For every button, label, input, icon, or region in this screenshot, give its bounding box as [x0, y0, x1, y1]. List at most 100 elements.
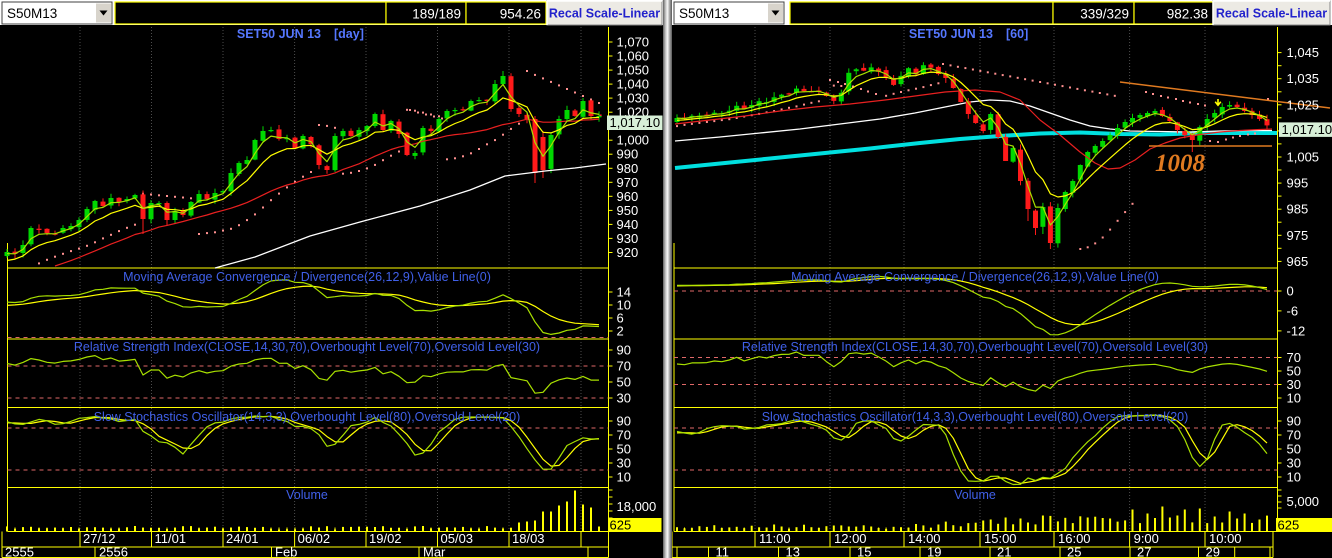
svg-text:30: 30 [617, 456, 631, 471]
svg-text:0: 0 [1287, 284, 1294, 299]
svg-text:S50M13: S50M13 [7, 6, 57, 21]
svg-text:S50M13: S50M13 [679, 6, 729, 21]
svg-text:11: 11 [716, 545, 730, 558]
svg-text:189/189: 189/189 [412, 7, 461, 22]
svg-text:Moving Average Convergence / D: Moving Average Convergence / Divergence(… [123, 270, 491, 284]
svg-text:5,000: 5,000 [1287, 494, 1320, 509]
svg-text:Relative Strength Index(CLOSE,: Relative Strength Index(CLOSE,14,30,70),… [742, 340, 1208, 354]
svg-text:70: 70 [1287, 428, 1301, 443]
svg-text:Slow Stochastics Oscillator(14: Slow Stochastics Oscillator(14,3,3),Over… [762, 410, 1189, 424]
svg-text:24/01: 24/01 [226, 531, 259, 546]
svg-text:990: 990 [617, 147, 639, 162]
svg-text:Feb: Feb [275, 545, 297, 558]
svg-text:SET50 JUN 13: SET50 JUN 13 [237, 27, 321, 41]
svg-text:16:00: 16:00 [1058, 531, 1091, 546]
svg-text:10: 10 [1287, 391, 1301, 406]
svg-text:06/02: 06/02 [298, 531, 331, 546]
svg-text:Recal Scale-Linear: Recal Scale-Linear [1216, 7, 1327, 21]
svg-text:1,035: 1,035 [1287, 71, 1320, 86]
svg-text:[day]: [day] [334, 27, 364, 41]
svg-text:2556: 2556 [99, 545, 128, 558]
svg-text:1,030: 1,030 [617, 91, 650, 106]
svg-text:1,000: 1,000 [617, 133, 650, 148]
svg-text:1,070: 1,070 [617, 35, 650, 50]
svg-text:1,017.10: 1,017.10 [1282, 122, 1332, 137]
svg-text:985: 985 [1287, 202, 1309, 217]
svg-text:1,025: 1,025 [1287, 97, 1320, 112]
svg-text:12:00: 12:00 [834, 531, 867, 546]
svg-text:625: 625 [610, 518, 632, 533]
svg-text:940: 940 [617, 217, 639, 232]
svg-text:27: 27 [1137, 545, 1151, 558]
svg-text:Recal Scale-Linear: Recal Scale-Linear [549, 7, 660, 21]
svg-text:50: 50 [617, 442, 631, 457]
svg-text:90: 90 [617, 414, 631, 429]
svg-text:13: 13 [786, 545, 800, 558]
svg-text:14:00: 14:00 [908, 531, 941, 546]
svg-text:70: 70 [617, 359, 631, 374]
svg-text:Moving Average Convergence / D: Moving Average Convergence / Divergence(… [791, 270, 1159, 284]
svg-text:11:00: 11:00 [759, 531, 791, 546]
svg-text:1,045: 1,045 [1287, 45, 1320, 60]
svg-text:10:00: 10:00 [1209, 531, 1242, 546]
svg-text:15:00: 15:00 [984, 531, 1017, 546]
svg-text:970: 970 [617, 175, 639, 190]
svg-text:50: 50 [1287, 442, 1301, 457]
svg-text:SET50 JUN 13: SET50 JUN 13 [909, 27, 993, 41]
svg-text:Volume: Volume [286, 488, 328, 502]
svg-text:10: 10 [617, 298, 631, 313]
svg-text:2: 2 [617, 324, 624, 339]
svg-text:90: 90 [1287, 414, 1301, 429]
svg-text:Mar: Mar [423, 545, 446, 558]
svg-text:30: 30 [1287, 377, 1301, 392]
svg-text:Relative Strength Index(CLOSE,: Relative Strength Index(CLOSE,14,30,70),… [74, 340, 540, 354]
svg-text:930: 930 [617, 231, 639, 246]
svg-text:1,017.10: 1,017.10 [610, 115, 661, 130]
svg-text:70: 70 [617, 428, 631, 443]
svg-text:625: 625 [1278, 518, 1300, 533]
svg-text:10: 10 [1287, 470, 1301, 485]
svg-text:339/329: 339/329 [1080, 7, 1129, 22]
svg-text:1,040: 1,040 [617, 77, 650, 92]
svg-text:15: 15 [857, 545, 871, 558]
svg-text:70: 70 [1287, 350, 1301, 365]
svg-text:1008: 1008 [1155, 150, 1206, 177]
svg-text:965: 965 [1287, 254, 1309, 269]
svg-text:19: 19 [927, 545, 941, 558]
svg-text:-6: -6 [1287, 303, 1299, 318]
svg-text:11/01: 11/01 [155, 531, 187, 546]
svg-text:14: 14 [617, 285, 631, 300]
svg-text:90: 90 [617, 343, 631, 358]
svg-text:[60]: [60] [1006, 27, 1028, 41]
svg-text:2555: 2555 [5, 545, 34, 558]
svg-text:21: 21 [997, 545, 1011, 558]
svg-text:920: 920 [617, 245, 639, 260]
svg-text:29: 29 [1206, 545, 1220, 558]
svg-text:980: 980 [617, 161, 639, 176]
svg-text:18/03: 18/03 [512, 531, 545, 546]
svg-text:05/03: 05/03 [441, 531, 474, 546]
svg-text:982.38: 982.38 [1167, 7, 1208, 22]
svg-text:960: 960 [617, 189, 639, 204]
svg-text:-12: -12 [1287, 323, 1306, 338]
svg-text:1,005: 1,005 [1287, 150, 1320, 165]
svg-text:6: 6 [617, 311, 624, 326]
svg-text:18,000: 18,000 [617, 499, 657, 514]
svg-text:1,060: 1,060 [617, 49, 650, 64]
svg-text:995: 995 [1287, 176, 1309, 191]
svg-text:19/02: 19/02 [369, 531, 402, 546]
svg-text:50: 50 [1287, 364, 1301, 379]
svg-text:954.26: 954.26 [500, 7, 541, 22]
svg-text:1,050: 1,050 [617, 63, 650, 78]
svg-text:950: 950 [617, 203, 639, 218]
svg-text:25: 25 [1067, 545, 1081, 558]
svg-text:30: 30 [617, 391, 631, 406]
svg-text:9:00: 9:00 [1134, 531, 1159, 546]
svg-text:30: 30 [1287, 456, 1301, 471]
svg-text:50: 50 [617, 375, 631, 390]
svg-text:975: 975 [1287, 228, 1309, 243]
svg-text:Slow Stochastics Oscillator(14: Slow Stochastics Oscillator(14,3,3),Over… [94, 410, 521, 424]
svg-text:10: 10 [617, 470, 631, 485]
svg-text:Volume: Volume [954, 488, 996, 502]
svg-text:27/12: 27/12 [83, 531, 116, 546]
